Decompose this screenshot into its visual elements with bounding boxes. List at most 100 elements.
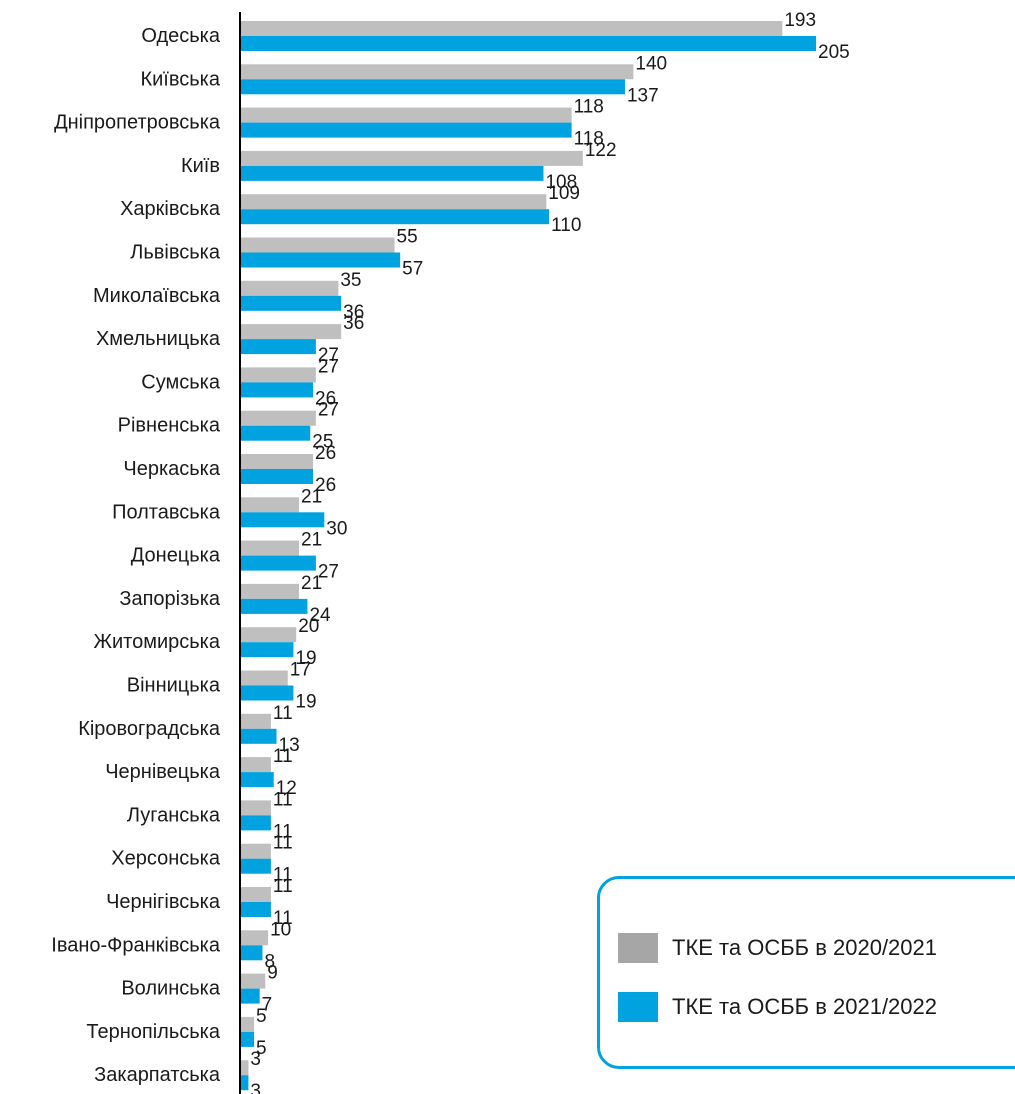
bar-cat-19-series-0 — [240, 843, 271, 859]
value-label-cat-10-series-0: 26 — [315, 443, 336, 464]
category-label-cat-17: Чернівецька — [105, 761, 221, 783]
category-label-cat-19: Херсонська — [111, 848, 221, 870]
bar-cat-1-series-1 — [240, 79, 625, 95]
value-label-cat-18-series-1: 11 — [273, 821, 293, 842]
category-label-cat-21: Івано-Франківська — [51, 934, 221, 956]
value-label-cat-5-series-1: 57 — [402, 259, 423, 280]
value-label-cat-20-series-1: 11 — [273, 908, 293, 929]
value-label-cat-19-series-0: 11 — [273, 833, 293, 854]
value-label-cat-5-series-0: 55 — [397, 227, 418, 248]
bar-cat-18-series-1 — [240, 815, 271, 831]
value-label-cat-8-series-0: 27 — [318, 356, 339, 377]
legend-item-2020-2021: ТКЕ та ОСББ в 2020/2021 — [618, 933, 937, 963]
bar-cat-9-series-1 — [240, 425, 311, 441]
value-label-cat-8-series-1: 26 — [315, 388, 336, 409]
category-label-cat-10: Черкаська — [123, 458, 220, 480]
value-label-cat-1-series-0: 140 — [635, 53, 667, 74]
bar-cat-6-series-1 — [240, 295, 342, 311]
value-label-cat-9-series-0: 27 — [318, 400, 339, 421]
legend-label-2020-2021: ТКЕ та ОСББ в 2020/2021 — [672, 935, 937, 960]
bar-cat-22-series-0 — [240, 973, 266, 989]
category-label-cat-2: Дніпропетровська — [54, 112, 221, 134]
value-label-cat-12-series-1: 27 — [318, 562, 339, 583]
value-label-cat-22-series-0: 9 — [267, 963, 278, 984]
value-label-cat-22-series-1: 7 — [262, 995, 273, 1016]
category-label-cat-8: Сумська — [141, 371, 221, 393]
bar-cat-8-series-1 — [240, 382, 314, 398]
category-label-cat-12: Донецька — [131, 545, 221, 567]
category-label-cat-11: Полтавська — [112, 501, 221, 523]
value-label-cat-1-series-1: 137 — [627, 85, 659, 106]
value-label-cat-14-series-1: 19 — [295, 648, 316, 669]
bar-cat-16-series-0 — [240, 713, 271, 729]
value-label-cat-20-series-0: 11 — [273, 876, 293, 897]
bar-cat-5-series-0 — [240, 237, 395, 253]
legend-item-2021-2022: ТКЕ та ОСББ в 2021/2022 — [618, 992, 937, 1022]
category-label-cat-15: Вінницька — [127, 675, 221, 697]
value-label-cat-12-series-0: 21 — [301, 530, 322, 551]
value-label-cat-10-series-1: 26 — [315, 475, 336, 496]
category-label-cat-20: Чернігівська — [106, 891, 221, 913]
value-label-cat-21-series-0: 10 — [270, 919, 291, 940]
value-label-cat-17-series-1: 12 — [276, 778, 297, 799]
value-label-cat-0-series-1: 205 — [818, 42, 850, 63]
bar-cat-19-series-1 — [240, 858, 271, 874]
bar-cat-1-series-0 — [240, 64, 634, 80]
bar-cat-14-series-0 — [240, 627, 297, 643]
category-label-cat-0: Одеська — [141, 25, 221, 47]
value-label-cat-11-series-1: 30 — [326, 518, 347, 539]
value-label-cat-9-series-1: 25 — [312, 432, 333, 453]
value-label-cat-7-series-1: 27 — [318, 345, 339, 366]
value-label-cat-6-series-0: 35 — [340, 270, 361, 291]
value-label-cat-3-series-0: 122 — [585, 140, 617, 161]
value-label-cat-19-series-1: 11 — [273, 865, 293, 886]
category-label-cat-14: Житомирська — [94, 631, 221, 653]
value-label-cat-24-series-1: 3 — [250, 1081, 261, 1094]
bar-cat-18-series-0 — [240, 800, 271, 816]
bar-cat-5-series-1 — [240, 252, 401, 268]
value-label-cat-3-series-1: 108 — [545, 172, 577, 193]
category-label-cat-16: Кіровоградська — [78, 718, 221, 740]
bar-cat-3-series-0 — [240, 150, 583, 166]
bar-cat-23-series-0 — [240, 1016, 255, 1032]
legend-label-2021-2022: ТКЕ та ОСББ в 2021/2022 — [672, 994, 937, 1019]
bar-cat-24-series-1 — [240, 1075, 249, 1091]
bar-cat-6-series-0 — [240, 280, 339, 296]
category-label-cat-1: Київська — [140, 68, 220, 90]
legend: ТКЕ та ОСББ в 2020/2021 ТКЕ та ОСББ в 20… — [597, 876, 1015, 1069]
value-label-cat-13-series-1: 24 — [309, 605, 331, 626]
bar-cat-22-series-1 — [240, 988, 260, 1004]
bar-cat-11-series-1 — [240, 512, 325, 528]
value-label-cat-17-series-0: 11 — [273, 746, 293, 767]
category-label-cat-5: Львівська — [130, 242, 221, 264]
value-label-cat-2-series-0: 118 — [574, 97, 604, 118]
bar-cat-14-series-1 — [240, 642, 294, 658]
bar-cat-17-series-1 — [240, 772, 274, 788]
value-label-cat-2-series-1: 118 — [574, 129, 604, 150]
bar-cat-11-series-0 — [240, 497, 300, 513]
category-label-cat-7: Хмельницька — [96, 328, 221, 350]
bar-cat-7-series-0 — [240, 324, 342, 340]
bar-cat-12-series-0 — [240, 540, 300, 556]
bar-cat-8-series-0 — [240, 367, 316, 383]
value-label-cat-23-series-0: 5 — [256, 1006, 267, 1027]
value-label-cat-6-series-1: 36 — [343, 302, 364, 323]
category-label-cat-23: Тернопільська — [86, 1021, 220, 1043]
bar-cat-17-series-0 — [240, 757, 271, 773]
bar-cat-20-series-1 — [240, 902, 271, 917]
bar-cat-4-series-1 — [240, 209, 550, 225]
value-label-cat-15-series-0: 17 — [290, 660, 311, 681]
bar-cat-20-series-0 — [240, 887, 271, 902]
value-label-cat-4-series-1: 110 — [551, 215, 581, 236]
bar-cat-2-series-0 — [240, 107, 572, 123]
bar-cat-9-series-0 — [240, 410, 316, 426]
value-label-cat-23-series-1: 5 — [256, 1038, 267, 1059]
bar-cat-10-series-1 — [240, 469, 314, 484]
value-label-cat-16-series-1: 13 — [279, 735, 300, 756]
bar-cat-10-series-0 — [240, 454, 314, 469]
category-label-cat-9: Рівненська — [118, 415, 221, 437]
category-label-cat-22: Волинська — [121, 978, 221, 1000]
value-label-cat-11-series-0: 21 — [301, 486, 322, 507]
bar-cat-2-series-1 — [240, 122, 572, 138]
